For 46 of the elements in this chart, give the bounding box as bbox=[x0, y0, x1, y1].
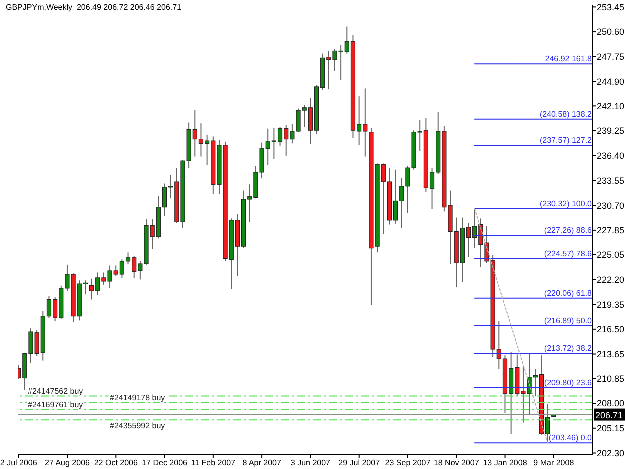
series-label: (227.26) 88.6 bbox=[544, 226, 593, 236]
series-label: (237.57) 127.2 bbox=[540, 136, 593, 146]
y-tick-label: 216.50 bbox=[597, 324, 625, 335]
series-label: (203.46) 0.0 bbox=[548, 434, 593, 443]
series-label: (240.58) 138.2 bbox=[540, 110, 593, 119]
y-tick-label: 219.35 bbox=[597, 300, 625, 310]
x-tick-label: 13 Jan 2008 bbox=[483, 458, 528, 468]
y-tick-label: 205.15 bbox=[597, 424, 625, 434]
y-tick-label: 239.25 bbox=[597, 126, 625, 136]
y-tick-label: 225.05 bbox=[597, 250, 625, 260]
y-tick-label: 230.70 bbox=[597, 200, 625, 211]
series-label: (220.06) 61.8 bbox=[544, 288, 593, 298]
x-tick-label: 8 Apr 2007 bbox=[242, 458, 282, 468]
y-tick-label: 244.90 bbox=[597, 76, 625, 87]
y-tick-label: 236.40 bbox=[597, 151, 625, 162]
y-tick-label: 250.60 bbox=[597, 27, 625, 38]
series-label: (216.89) 50.0 bbox=[544, 316, 593, 326]
series-label: (224.57) 78.6 bbox=[544, 250, 593, 259]
y-tick-label: 242.10 bbox=[597, 101, 625, 112]
y-tick-label: 222.20 bbox=[597, 274, 625, 285]
x-tick-label: 9 Mar 2008 bbox=[534, 458, 575, 468]
x-tick-label: 23 Sep 2007 bbox=[385, 458, 432, 468]
x-tick-label: 3 Jun 2007 bbox=[290, 458, 332, 468]
ref-line-label: #24355992 buy bbox=[110, 422, 166, 431]
y-tick-label: 208.00 bbox=[597, 398, 625, 409]
y-tick-label: 213.65 bbox=[597, 349, 625, 360]
series-label: (213.72) 38.2 bbox=[544, 344, 593, 354]
series-label: 246.92 161.8 bbox=[545, 54, 593, 64]
x-tick-label: 22 Oct 2006 bbox=[94, 458, 138, 468]
x-tick-label: 27 Aug 2006 bbox=[45, 458, 91, 468]
series-label: (230.32) 100.0 bbox=[540, 199, 593, 208]
x-tick-label: 17 Dec 2006 bbox=[142, 458, 188, 468]
series-label: (209.80) 23.6 bbox=[544, 378, 593, 388]
y-tick-label: 202.30 bbox=[597, 448, 625, 458]
x-tick-label: 18 Nov 2007 bbox=[434, 458, 480, 468]
ref-line-label: #24169761 buy bbox=[28, 400, 84, 410]
ref-line-label: #24147562 buy bbox=[28, 387, 84, 396]
x-tick-label: 2 Jul 2006 bbox=[0, 458, 38, 468]
y-tick-label: 233.55 bbox=[597, 176, 625, 186]
y-tick-label: 253.45 bbox=[597, 2, 625, 12]
y-tick-label: 247.75 bbox=[597, 52, 625, 62]
y-tick-label: 227.85 bbox=[597, 226, 625, 236]
chart-title: GBPJPYm,Weekly 206.49 206.72 206.46 206.71 bbox=[6, 3, 182, 13]
y-tick-label: 210.85 bbox=[597, 374, 625, 384]
x-tick-label: 11 Feb 2007 bbox=[191, 458, 236, 468]
x-tick-label: 29 Jul 2007 bbox=[338, 458, 381, 468]
